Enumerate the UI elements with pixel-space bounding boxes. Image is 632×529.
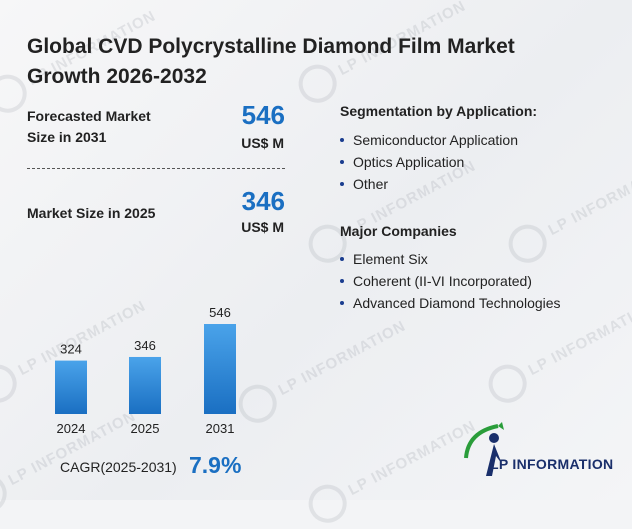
lp-information-logo-icon — [464, 422, 504, 476]
list-item: Other — [340, 173, 518, 195]
forecast-value: 546 — [241, 100, 285, 130]
divider — [27, 168, 285, 169]
cagr-label: CAGR(2025-2031) — [60, 459, 177, 475]
segmentation-title: Segmentation by Application: — [340, 103, 538, 119]
forecast-label-line1: Forecasted Market — [27, 108, 151, 124]
bar-2025 — [129, 356, 161, 414]
list-item: Element Six — [340, 248, 561, 270]
logo-text: LP INFORMATION — [490, 456, 614, 472]
list-item: Semiconductor Application — [340, 129, 518, 151]
cagr-value: 7.9% — [189, 452, 242, 478]
bar-2024 — [55, 360, 87, 414]
list-item: Coherent (II-VI Incorporated) — [340, 270, 561, 292]
data-label-2024: 324 — [60, 342, 82, 357]
background — [0, 0, 632, 500]
current-unit: US$ M — [241, 219, 284, 235]
current-value: 346 — [241, 186, 285, 216]
list-item: Optics Application — [340, 151, 518, 173]
current-label: Market Size in 2025 — [27, 205, 156, 221]
page-title: Global CVD Polycrystalline Diamond Film … — [27, 35, 515, 88]
forecast-unit: US$ M — [241, 135, 284, 151]
list-item: Advanced Diamond Technologies — [340, 292, 561, 314]
bar-2031 — [204, 324, 236, 414]
x-tick-label-2024: 2024 — [57, 421, 86, 436]
data-label-2031: 546 — [209, 305, 231, 320]
bar-chart: 324 2024 346 2025 546 2031 — [55, 305, 236, 436]
companies-list: Element Six Coherent (II-VI Incorporated… — [340, 248, 561, 314]
forecast-label: Forecasted Market Size in 2031 — [27, 106, 151, 148]
companies-title: Major Companies — [340, 223, 457, 239]
x-tick-label-2025: 2025 — [131, 421, 160, 436]
forecast-label-line2: Size in 2031 — [27, 129, 107, 145]
segmentation-list: Semiconductor Application Optics Applica… — [340, 129, 518, 195]
data-label-2025: 346 — [134, 338, 156, 353]
x-tick-label-2031: 2031 — [206, 421, 235, 436]
